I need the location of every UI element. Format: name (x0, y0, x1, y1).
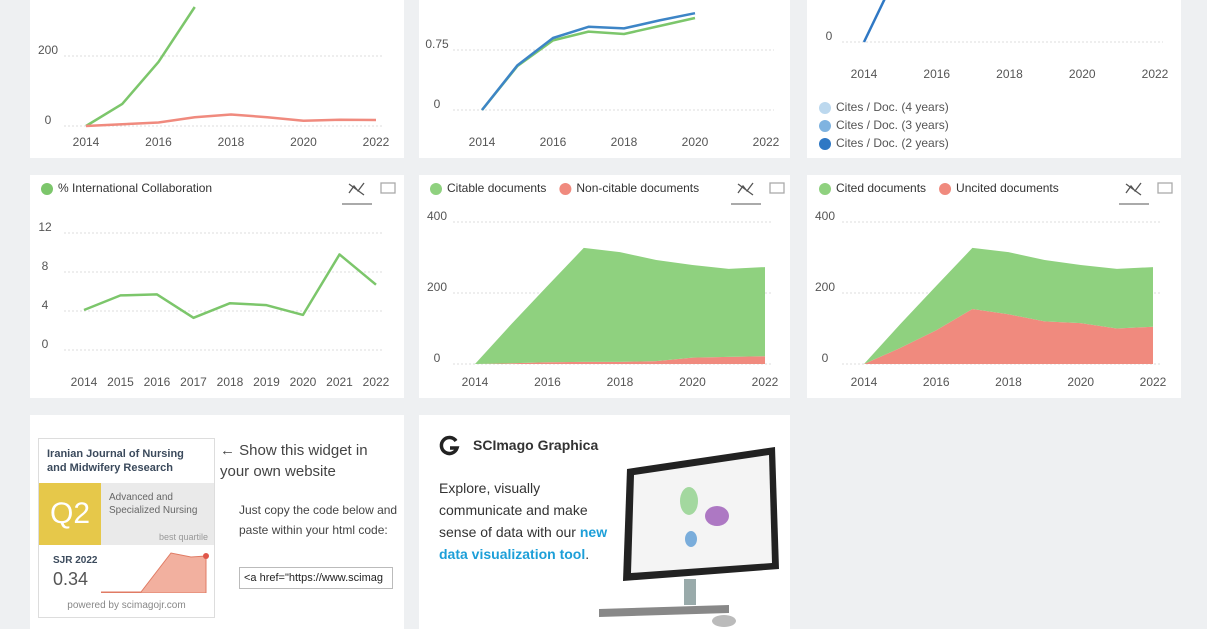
x-tick-label: 2014 (73, 135, 100, 149)
y-tick-label: 200 (427, 280, 447, 294)
x-tick-label: 2020 (1069, 67, 1096, 81)
legend-marker (939, 183, 951, 195)
legend-marker (559, 183, 571, 195)
y-tick-label: 0.75 (425, 37, 449, 51)
x-tick-label: 2018 (995, 375, 1022, 389)
x-tick-label: 2022 (1142, 67, 1169, 81)
legend-label: Non-citable documents (576, 181, 699, 195)
y-tick-label: 0 (45, 113, 52, 127)
y-tick-label: 0 (434, 351, 441, 365)
line (84, 254, 376, 317)
x-tick-label: 2015 (107, 375, 134, 389)
x-tick-label: 2020 (290, 135, 317, 149)
legend-label: Cites / Doc. (3 years) (836, 118, 949, 132)
legend-marker (819, 183, 831, 195)
x-tick-label: 2018 (218, 135, 245, 149)
y-tick-label: 400 (427, 209, 447, 223)
x-tick-label: 2014 (462, 375, 489, 389)
table-view-button[interactable] (1158, 183, 1172, 193)
legend-label: Cites / Doc. (4 years) (836, 100, 949, 114)
legend-label: Cites / Doc. (2 years) (836, 136, 949, 150)
line (482, 13, 695, 110)
chart: 0 0.75 2014 2016 2018 2020 2022 (425, 13, 779, 149)
x-tick-label: 2022 (752, 375, 779, 389)
line (86, 7, 195, 126)
x-tick-label: 2021 (326, 375, 353, 389)
legend-label: Uncited documents (956, 181, 1059, 195)
x-tick-label: 2014 (851, 375, 878, 389)
y-tick-label: 12 (38, 220, 52, 234)
chart: 0 2014 2016 2018 2020 2022 (0, 0, 1169, 81)
legend-marker (819, 138, 831, 150)
x-tick-label: 2019 (253, 375, 280, 389)
y-tick-label: 8 (42, 259, 49, 273)
legend-label: Citable documents (447, 181, 546, 195)
area (475, 248, 765, 364)
x-tick-label: 2022 (1140, 375, 1167, 389)
page: Iranian Journal of Nursing and Midwifery… (0, 0, 1207, 629)
x-tick-label: 2016 (534, 375, 561, 389)
legend-marker (819, 102, 831, 114)
charts: 0 200 2014 2016 2018 2020 2022 0 0.75 2014 2016 201… (0, 0, 1207, 629)
table-view-button[interactable] (770, 183, 784, 193)
y-tick-label: 0 (42, 337, 49, 351)
line-view-button[interactable] (349, 183, 364, 195)
line (86, 114, 376, 126)
x-tick-label: 2018 (607, 375, 634, 389)
chart: 0 200 400 2014 2016 2018 2020 2022 (815, 209, 1167, 389)
x-tick-label: 2020 (682, 135, 709, 149)
chart: 0 4 8 12 2014 2015 2016 2017 2018 2019 2020 2021 202… (38, 220, 389, 389)
legend-marker (41, 183, 53, 195)
y-tick-label: 4 (42, 298, 49, 312)
line (482, 18, 695, 110)
table-view-button[interactable] (381, 183, 395, 193)
x-tick-label: 2018 (996, 67, 1023, 81)
x-tick-label: 2016 (144, 375, 171, 389)
x-tick-label: 2018 (611, 135, 638, 149)
y-tick-label: 0 (826, 29, 833, 43)
legend-marker (430, 183, 442, 195)
chart: 0 200 400 2014 2016 2018 2020 2022 (427, 209, 779, 389)
y-tick-label: 0 (822, 351, 829, 365)
x-tick-label: 2016 (540, 135, 567, 149)
x-tick-label: 2016 (145, 135, 172, 149)
x-tick-label: 2022 (753, 135, 780, 149)
x-tick-label: 2020 (679, 375, 706, 389)
y-tick-label: 0 (434, 97, 441, 111)
x-tick-label: 2016 (923, 375, 950, 389)
line (864, 0, 900, 42)
legend-marker (819, 120, 831, 132)
x-tick-label: 2022 (363, 135, 390, 149)
x-tick-label: 2014 (71, 375, 98, 389)
y-tick-label: 200 (38, 43, 58, 57)
line-view-button[interactable] (738, 183, 753, 195)
x-tick-label: 2014 (469, 135, 496, 149)
legend-label: % International Collaboration (58, 181, 212, 195)
y-tick-label: 200 (815, 280, 835, 294)
y-tick-label: 400 (815, 209, 835, 223)
x-tick-label: 2014 (851, 67, 878, 81)
x-tick-label: 2020 (290, 375, 317, 389)
legend-label: Cited documents (836, 181, 926, 195)
x-tick-label: 2018 (217, 375, 244, 389)
x-tick-label: 2020 (1067, 375, 1094, 389)
chart: 0 200 2014 2016 2018 2020 2022 (38, 7, 390, 149)
x-tick-label: 2022 (363, 375, 390, 389)
x-tick-label: 2017 (180, 375, 207, 389)
line-view-button[interactable] (1126, 183, 1141, 195)
x-tick-label: 2016 (923, 67, 950, 81)
